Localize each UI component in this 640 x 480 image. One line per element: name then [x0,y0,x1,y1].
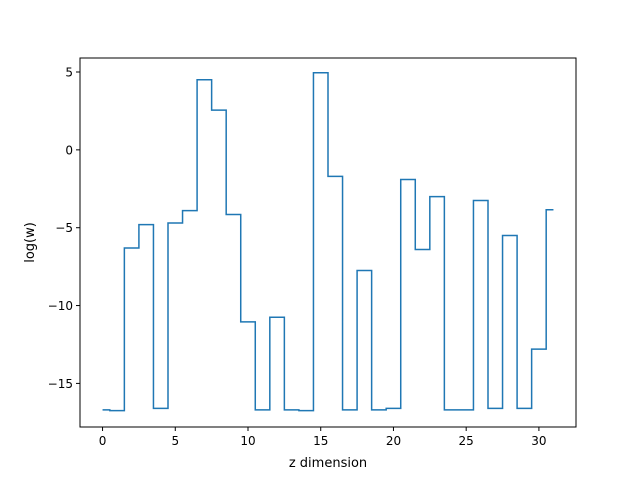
y-tick-label: −5 [55,221,73,235]
x-tick-label: 25 [459,434,474,448]
y-tick-label: −15 [48,377,73,391]
y-tick-label: 5 [65,66,73,80]
x-axis-label: z dimension [289,456,367,471]
y-tick-label: 0 [65,143,73,157]
x-tick-label: 15 [313,434,328,448]
x-tick-label: 30 [531,434,546,448]
plot-frame [79,57,577,428]
series-line [102,72,554,412]
x-tick-label: 10 [240,434,255,448]
y-tick-label: −10 [48,299,73,313]
x-tick-label: 5 [171,434,179,448]
x-tick-label: 20 [386,434,401,448]
x-tick-label: 0 [99,434,107,448]
y-axis-label: log(w) [23,222,38,263]
